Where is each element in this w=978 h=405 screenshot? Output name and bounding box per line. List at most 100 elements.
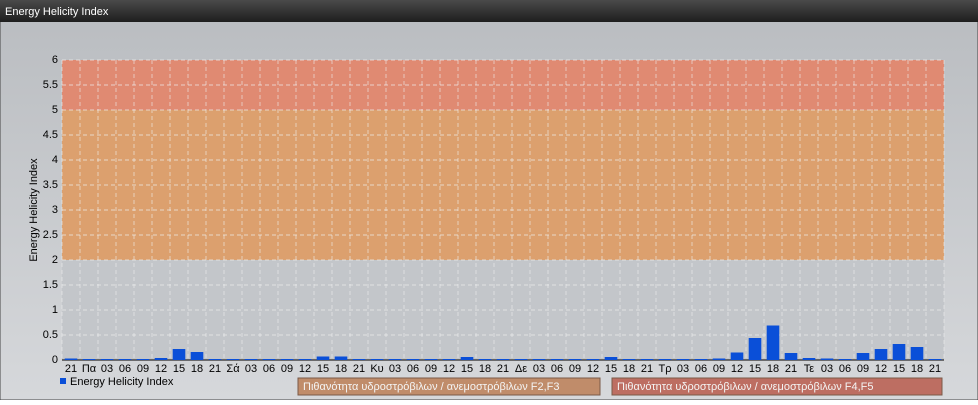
bar <box>172 349 186 360</box>
bar <box>514 359 528 360</box>
bar <box>388 359 402 360</box>
x-tick-label: 06 <box>263 363 275 375</box>
x-tick-label: 15 <box>461 363 473 375</box>
bar <box>424 359 438 360</box>
bar <box>478 359 492 360</box>
x-tick-label: 21 <box>785 363 797 375</box>
bar <box>676 359 690 360</box>
x-tick-label: 06 <box>551 363 563 375</box>
x-tick-label: 15 <box>749 363 761 375</box>
bar <box>244 359 258 360</box>
bar <box>316 356 330 360</box>
y-tick-label: 1.5 <box>43 279 58 291</box>
y-axis-label: Energy Helicity Index <box>28 158 40 262</box>
bar <box>892 344 906 360</box>
bar <box>928 359 942 360</box>
bar <box>460 357 474 360</box>
bar <box>334 356 348 360</box>
x-tick-label: 21 <box>929 363 941 375</box>
legend-swatch <box>60 378 66 384</box>
y-tick-label: 5 <box>52 104 58 116</box>
x-tick-label: 12 <box>731 363 743 375</box>
chart-title: Energy Helicity Index <box>5 6 109 18</box>
bar <box>136 359 150 360</box>
x-tick-label: 09 <box>569 363 581 375</box>
x-tick-label: 21 <box>641 363 653 375</box>
x-tick-label: 18 <box>911 363 923 375</box>
band-legend-label: Πιθανότητα υδροστρόβιλων / ανεμοστρόβιλω… <box>617 381 874 393</box>
x-tick-label: 21 <box>65 363 77 375</box>
x-tick-label: 12 <box>299 363 311 375</box>
band-legend-box <box>611 377 943 396</box>
bar <box>100 359 114 360</box>
bar <box>442 359 456 360</box>
x-tick-label: 18 <box>335 363 347 375</box>
bar <box>802 358 816 360</box>
bar <box>208 359 222 360</box>
x-tick-label: 15 <box>893 363 905 375</box>
y-tick-label: 4 <box>52 154 58 166</box>
title-bar <box>0 0 978 22</box>
y-tick-label: 5.5 <box>43 79 58 91</box>
y-tick-label: 2.5 <box>43 229 58 241</box>
x-tick-label: 09 <box>137 363 149 375</box>
x-tick-label: 21 <box>353 363 365 375</box>
bar <box>784 353 798 360</box>
bar <box>262 359 276 360</box>
y-tick-label: 3.5 <box>43 179 58 191</box>
x-tick-label: 06 <box>407 363 419 375</box>
bar <box>118 359 132 360</box>
bar <box>712 358 726 360</box>
x-tick-label: Τε <box>804 363 815 375</box>
bar <box>856 353 870 360</box>
x-tick-label: 15 <box>173 363 185 375</box>
bar <box>406 359 420 360</box>
x-tick-label: 21 <box>209 363 221 375</box>
bar <box>910 347 924 360</box>
x-tick-label: 18 <box>623 363 635 375</box>
x-tick-label: 09 <box>281 363 293 375</box>
x-tick-label: 12 <box>155 363 167 375</box>
y-tick-label: 1 <box>52 304 58 316</box>
y-tick-label: 0 <box>52 354 58 366</box>
bar <box>352 359 366 360</box>
y-tick-label: 2 <box>52 254 58 266</box>
band-legend-box <box>297 377 601 396</box>
x-tick-label: 18 <box>767 363 779 375</box>
x-tick-label: 03 <box>533 363 545 375</box>
bar <box>82 359 96 360</box>
y-tick-label: 3 <box>52 204 58 216</box>
x-tick-label: 09 <box>425 363 437 375</box>
x-tick-label: 15 <box>317 363 329 375</box>
x-tick-label: 03 <box>389 363 401 375</box>
x-tick-label: 03 <box>677 363 689 375</box>
bar <box>730 352 744 360</box>
bar <box>820 358 834 360</box>
bar <box>298 359 312 360</box>
bar <box>550 359 564 360</box>
y-tick-label: 6 <box>52 54 58 66</box>
bar <box>838 359 852 360</box>
y-tick-label: 4.5 <box>43 129 58 141</box>
x-tick-label: Κυ <box>370 363 383 375</box>
bar <box>622 359 636 360</box>
y-tick-label: 0.5 <box>43 329 58 341</box>
x-tick-label: Δε <box>515 363 527 375</box>
bar <box>190 352 204 360</box>
bar <box>640 359 654 360</box>
x-tick-label: 09 <box>857 363 869 375</box>
x-tick-label: Σά <box>226 363 240 375</box>
x-tick-label: 18 <box>479 363 491 375</box>
legend-label: Energy Helicity Index <box>70 376 174 388</box>
bar <box>694 359 708 360</box>
x-tick-label: 03 <box>245 363 257 375</box>
bar <box>370 359 384 360</box>
bar <box>154 358 168 360</box>
bar <box>604 357 618 360</box>
x-tick-label: 12 <box>587 363 599 375</box>
x-tick-label: 12 <box>875 363 887 375</box>
x-tick-label: Τρ <box>659 363 672 375</box>
x-tick-label: 03 <box>101 363 113 375</box>
bar <box>658 359 672 360</box>
